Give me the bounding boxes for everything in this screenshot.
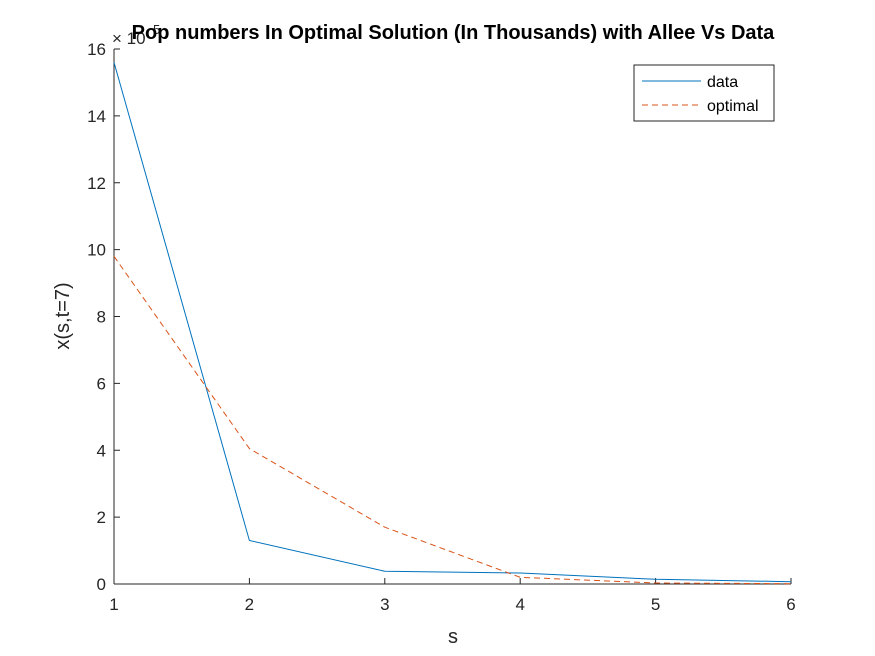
y-tick-label: 16 — [87, 40, 106, 59]
y-axis-label: x(s,t=7) — [52, 282, 74, 349]
x-tick-label: 1 — [109, 595, 118, 614]
y-axis-exponent-power: 5 — [153, 22, 160, 37]
legend-box — [633, 64, 775, 122]
x-tick-label: 2 — [245, 595, 254, 614]
legend-label-optimal: optimal — [707, 98, 759, 115]
series-line-optimal — [113, 256, 792, 585]
series-line-data — [113, 62, 792, 583]
x-axis-ticks: 1 2 3 4 5 6 — [109, 578, 796, 614]
chart-title: Pop numbers In Optimal Solution (In Thou… — [132, 22, 776, 44]
legend: data optimal — [633, 64, 775, 122]
y-tick-label: 0 — [97, 575, 106, 594]
y-axis-exponent-base: × 10 — [112, 29, 146, 48]
y-tick-label: 12 — [87, 174, 106, 193]
y-tick-label: 8 — [97, 308, 106, 327]
series-layer — [113, 62, 792, 585]
x-tick-label: 4 — [515, 595, 524, 614]
y-tick-label: 10 — [87, 241, 106, 260]
x-axis-label: s — [448, 626, 458, 648]
y-tick-label: 14 — [87, 107, 106, 126]
y-tick-label: 6 — [97, 374, 106, 393]
x-tick-label: 5 — [651, 595, 660, 614]
y-tick-label: 4 — [97, 441, 106, 460]
y-tick-label: 2 — [97, 508, 106, 527]
x-tick-label: 6 — [786, 595, 795, 614]
legend-label-data: data — [707, 74, 738, 91]
x-tick-label: 3 — [380, 595, 389, 614]
y-axis-ticks: 0 2 4 6 8 10 12 14 16 — [87, 40, 120, 594]
